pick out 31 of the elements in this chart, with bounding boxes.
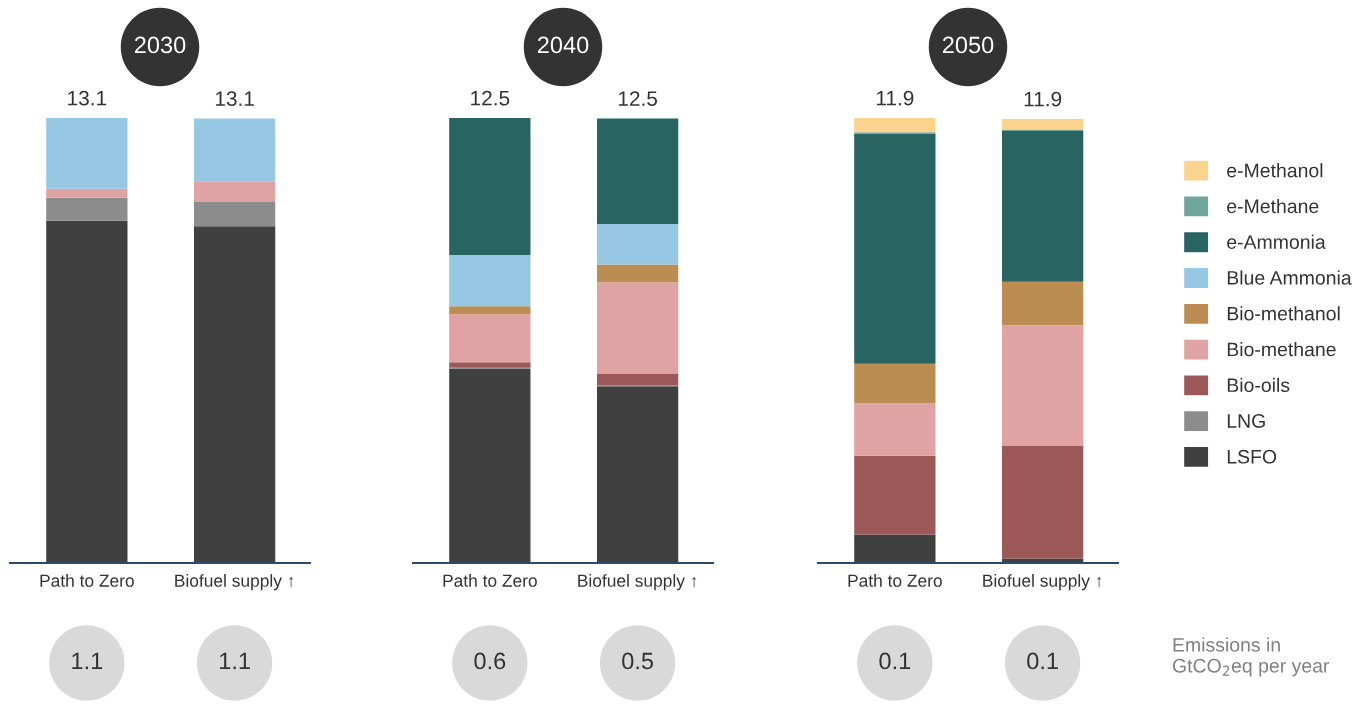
text: 0.6 [474,652,506,670]
legend-label: Bio-methane [1227,342,1336,357]
legend-label: Blue Ammonia [1227,270,1352,285]
x-tick-label: Path to Zero [40,574,134,587]
text: 0.1 [1027,652,1058,670]
legend-label: LNG [1227,414,1265,428]
text: Emissions in GtCO$_{2}$eq per year [1172,637,1330,677]
text: 11.9 [1024,91,1062,107]
chart-title: 2030 [134,36,186,54]
x-tick-label: Biofuel supply ↑ [983,574,1102,591]
text: 0.5 [622,652,654,670]
x-tick-label: Path to Zero [848,574,942,587]
legend-label: Bio-methanol [1227,306,1340,321]
chart-title: 2050 [942,36,994,54]
x-tick-label: Biofuel supply ↑ [175,574,294,591]
legend-label: e-Methane [1227,198,1319,214]
x-tick-label: Path to Zero [443,574,537,587]
text: 12.5 [471,90,510,106]
text: 13.1 [68,90,107,106]
text: 12.5 [618,91,658,106]
text: 11.9 [876,90,914,106]
legend-label: LSFO [1227,449,1277,464]
chart-title: 2040 [537,36,589,54]
x-tick-label: Biofuel supply ↑ [578,574,697,591]
text: 0.1 [879,652,911,670]
text: 1.1 [220,652,250,670]
legend-label: Bio-oils [1227,377,1290,393]
legend-label: e-Methanol [1227,163,1323,178]
text: 1.1 [72,652,103,670]
legend-label: e-Ammonia [1227,234,1326,249]
text: 13.1 [215,91,254,106]
